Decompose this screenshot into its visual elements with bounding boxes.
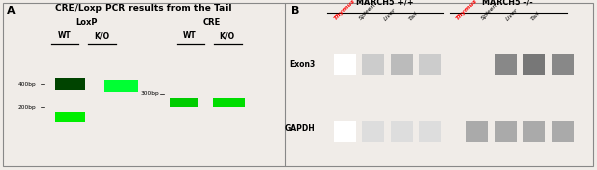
FancyBboxPatch shape	[334, 121, 356, 142]
Text: Spleen: Spleen	[481, 3, 499, 21]
Text: 200bp: 200bp	[18, 105, 36, 110]
Text: K/O: K/O	[94, 31, 109, 40]
FancyBboxPatch shape	[56, 78, 85, 90]
Text: Tail: Tail	[408, 10, 419, 21]
FancyBboxPatch shape	[523, 121, 545, 142]
FancyBboxPatch shape	[523, 54, 545, 75]
Text: WT: WT	[57, 31, 72, 40]
FancyBboxPatch shape	[391, 54, 413, 75]
Text: Liver: Liver	[505, 7, 519, 21]
Text: MARCH5 -/-: MARCH5 -/-	[482, 0, 533, 6]
FancyBboxPatch shape	[3, 3, 593, 166]
Text: CRE: CRE	[203, 18, 221, 27]
FancyBboxPatch shape	[466, 121, 488, 142]
Text: 400bp: 400bp	[18, 82, 36, 87]
Text: Exon3: Exon3	[289, 60, 315, 69]
FancyBboxPatch shape	[419, 54, 441, 75]
FancyBboxPatch shape	[552, 54, 574, 75]
FancyBboxPatch shape	[391, 121, 413, 142]
Text: LoxP: LoxP	[75, 18, 98, 27]
Text: CRE/Loxp PCR results from the Tail: CRE/Loxp PCR results from the Tail	[55, 4, 232, 13]
FancyBboxPatch shape	[362, 54, 384, 75]
FancyBboxPatch shape	[495, 121, 517, 142]
Text: Thymus: Thymus	[333, 0, 356, 21]
FancyBboxPatch shape	[104, 80, 139, 92]
FancyBboxPatch shape	[552, 121, 574, 142]
Text: Liver: Liver	[383, 7, 398, 21]
Text: GAPDH: GAPDH	[284, 124, 315, 133]
Text: Tail: Tail	[530, 10, 541, 21]
Text: Spleen: Spleen	[359, 3, 377, 21]
FancyBboxPatch shape	[334, 54, 356, 75]
Text: 300bp: 300bp	[140, 91, 159, 96]
Text: B: B	[291, 6, 299, 16]
FancyBboxPatch shape	[170, 98, 198, 107]
Text: Thymus: Thymus	[455, 0, 478, 21]
Text: A: A	[7, 6, 16, 16]
FancyBboxPatch shape	[495, 54, 517, 75]
FancyBboxPatch shape	[213, 98, 245, 107]
FancyBboxPatch shape	[419, 121, 441, 142]
Text: K/O: K/O	[219, 31, 235, 40]
Text: MARCH5 +/+: MARCH5 +/+	[356, 0, 414, 6]
FancyBboxPatch shape	[56, 112, 85, 122]
Text: WT: WT	[183, 31, 197, 40]
FancyBboxPatch shape	[362, 121, 384, 142]
